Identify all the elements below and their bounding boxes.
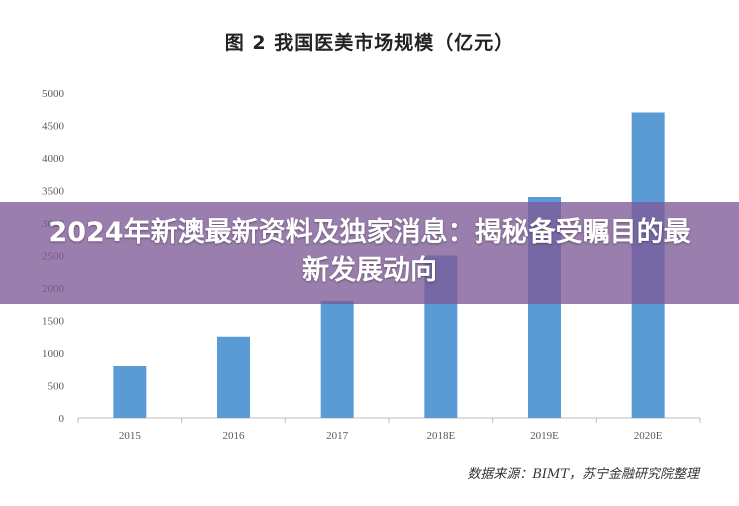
source-note: 数据来源：BIMT，苏宁金融研究院整理	[467, 467, 699, 482]
x-tick-label: 2019E	[530, 430, 559, 442]
x-tick-label: 2015	[119, 430, 142, 442]
bar	[217, 336, 250, 418]
y-tick-label: 1000	[42, 348, 65, 360]
headline-banner	[0, 202, 739, 304]
y-tick-label: 1500	[42, 316, 65, 328]
y-tick-label: 4500	[42, 121, 65, 133]
y-tick-label: 5000	[42, 88, 65, 100]
y-tick-label: 500	[48, 381, 65, 393]
x-tick-label: 2020E	[634, 430, 663, 442]
x-tick-label: 2017	[326, 430, 349, 442]
headline-text: 2024年新澳最新资料及独家消息：揭秘备受瞩目的最新发展动向	[48, 217, 691, 286]
y-tick-label: 0	[59, 413, 65, 425]
y-tick-label: 4000	[42, 153, 65, 165]
x-tick-label: 2016	[223, 430, 246, 442]
x-tick-label: 2018E	[426, 430, 455, 442]
chart-title: 图 2 我国医美市场规模（亿元）	[224, 32, 515, 54]
bar	[113, 366, 147, 418]
y-tick-label: 3500	[42, 186, 65, 198]
bar	[320, 301, 354, 418]
